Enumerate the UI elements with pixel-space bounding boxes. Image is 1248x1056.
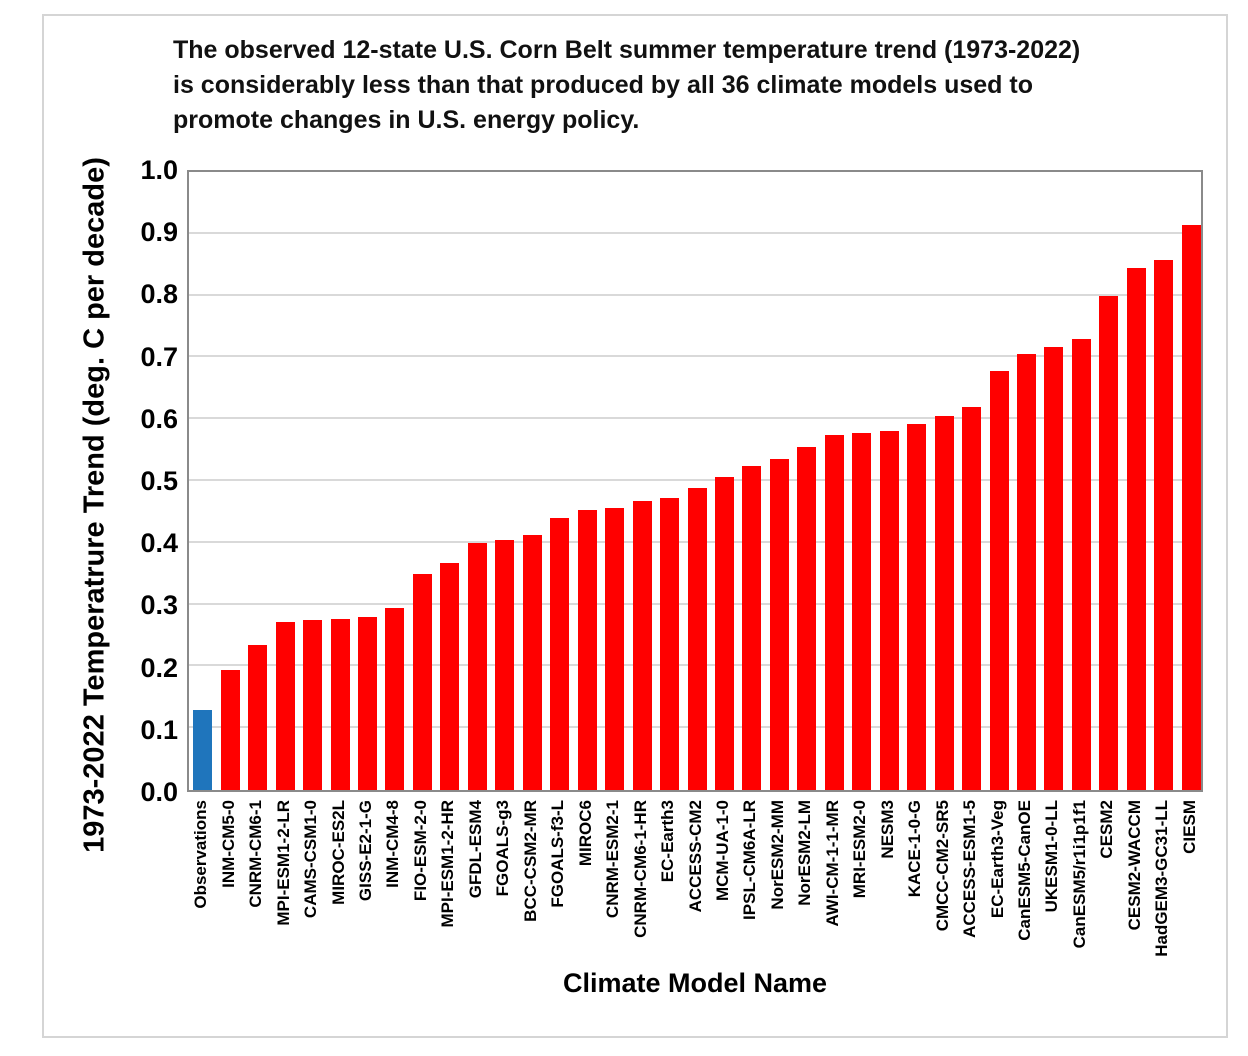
chart-title-line-2: is considerably less than that produced … (173, 71, 1033, 99)
chart-title: The observed 12-state U.S. Corn Belt sum… (173, 33, 1080, 138)
x-tick-label: MPI-ESM1-2-HR (438, 800, 458, 928)
x-tick-label: CMCC-CM2-SR5 (932, 800, 952, 932)
x-tick-label: ACCESS-CM2 (685, 800, 705, 913)
model-bar (962, 406, 982, 790)
x-tick-label: CIESM (1179, 800, 1199, 854)
plot-area (187, 170, 1203, 792)
x-tick-label: CESM2 (1097, 800, 1117, 859)
y-tick-label: 0.9 (140, 217, 178, 248)
model-bar (550, 518, 570, 790)
x-tick-label: GISS-E2-1-G (355, 800, 375, 902)
model-bar (605, 508, 625, 790)
y-tick-label: 1.0 (140, 155, 178, 185)
y-tick-label: 0.4 (140, 528, 178, 559)
model-bar (303, 620, 323, 790)
model-bar (248, 644, 268, 790)
model-bar (769, 458, 789, 790)
x-tick-label: EC-Earth3-Veg (987, 800, 1007, 919)
y-tick-label: 0.5 (140, 466, 178, 496)
x-tick-label: CanESM5-CanOE (1015, 800, 1034, 941)
model-bar (220, 669, 240, 790)
y-gridline (189, 417, 1201, 420)
model-bar (660, 497, 680, 790)
x-tick-label: Observations (191, 800, 211, 909)
chart-title-line-3: promote changes in U.S. energy policy. (173, 106, 640, 134)
observations-bar (193, 709, 213, 790)
x-tick-label: MPI-ESM1-2-LR (273, 800, 293, 926)
model-bar (522, 534, 542, 790)
x-tick-label: CNRM-ESM2-1 (603, 800, 623, 919)
model-bar (934, 416, 954, 790)
x-tick-label: UKESM1-0-LL (1042, 800, 1062, 913)
y-tick-label: 0.7 (140, 341, 178, 372)
model-bar (577, 510, 597, 790)
x-tick-label: MIROC6 (575, 800, 595, 867)
x-tick-label: IPSL-CM6A-LR (740, 800, 760, 920)
y-tick-label: 0.1 (140, 714, 178, 745)
x-tick-label: FIO-ESM-2-0 (410, 800, 430, 902)
model-bar (1181, 224, 1201, 790)
model-bar (1154, 260, 1174, 790)
x-tick-label: NorESM2-MM (767, 800, 787, 910)
model-bar (1071, 338, 1091, 790)
y-tick-label: 0.0 (140, 777, 178, 807)
model-bar (907, 424, 927, 790)
y-gridline (189, 355, 1201, 358)
x-tick-label: CanESM5/r1i1p1f1 (1069, 800, 1089, 949)
model-bar (1126, 267, 1146, 790)
model-bar (467, 542, 487, 790)
y-gridline (189, 293, 1201, 296)
model-bar (714, 477, 734, 790)
x-tick-label: CNRM-CM6-1-HR (630, 800, 650, 938)
x-axis-title: Climate Model Name (562, 968, 828, 998)
x-tick-label: NorESM2-LM (795, 800, 815, 906)
x-tick-label: HadGEM3-GC31-LL (1152, 800, 1172, 957)
model-bar (824, 434, 844, 790)
y-tick-label: 0.3 (140, 590, 178, 621)
y-tick-label: 0.8 (140, 279, 178, 310)
model-bar (632, 500, 652, 790)
x-tick-label: MRI-ESM2-0 (850, 800, 870, 899)
model-bar (989, 371, 1009, 790)
model-bar (742, 465, 762, 790)
y-axis-title-text: 1973-2022 Temperatrure Trend (deg. C per… (78, 157, 111, 853)
x-tick-label: CESM2-WACCM (1124, 800, 1144, 931)
model-bar (330, 618, 350, 790)
model-bar (275, 621, 295, 790)
model-bar (1017, 354, 1036, 790)
model-bar (412, 573, 432, 790)
model-bar (1044, 346, 1064, 790)
x-tick-label: ACCESS-ESM1-5 (960, 800, 980, 938)
x-tick-label: MIROC-ES2L (328, 800, 348, 905)
model-bar (495, 539, 515, 790)
x-tick-label: FGOALS-f3-L (548, 800, 568, 908)
x-tick-label: GFDL-ESM4 (465, 800, 485, 899)
y-gridline (189, 231, 1201, 234)
model-bar (879, 430, 899, 790)
model-bar (797, 447, 817, 790)
x-tick-label: CNRM-CM6-1 (246, 800, 266, 908)
chart-title-line-1: The observed 12-state U.S. Corn Belt sum… (173, 36, 1081, 64)
y-tick-label: 0.2 (140, 652, 178, 683)
x-tick-label: BCC-CSM2-MR (520, 800, 540, 922)
x-tick-label: INM-CM5-0 (218, 800, 238, 888)
x-tick-label: INM-CM4-8 (383, 800, 403, 888)
model-bar (852, 432, 872, 790)
y-gridline (189, 479, 1201, 481)
model-bar (1099, 295, 1119, 790)
x-tick-label: EC-Earth3 (658, 800, 678, 883)
x-tick-label: AWI-CM-1-1-MR (822, 800, 842, 927)
x-tick-label: FGOALS-g3 (493, 800, 513, 897)
model-bar (385, 607, 405, 790)
x-tick-label: KACE-1-0-G (905, 800, 925, 898)
x-tick-label: CAMS-CSM1-0 (301, 800, 321, 919)
model-bar (440, 562, 460, 790)
x-tick-label: MCM-UA-1-0 (712, 800, 732, 902)
y-tick-label: 0.6 (140, 403, 178, 434)
x-tick-label: NESM3 (877, 800, 897, 859)
model-bar (687, 488, 707, 790)
model-bar (357, 616, 377, 790)
